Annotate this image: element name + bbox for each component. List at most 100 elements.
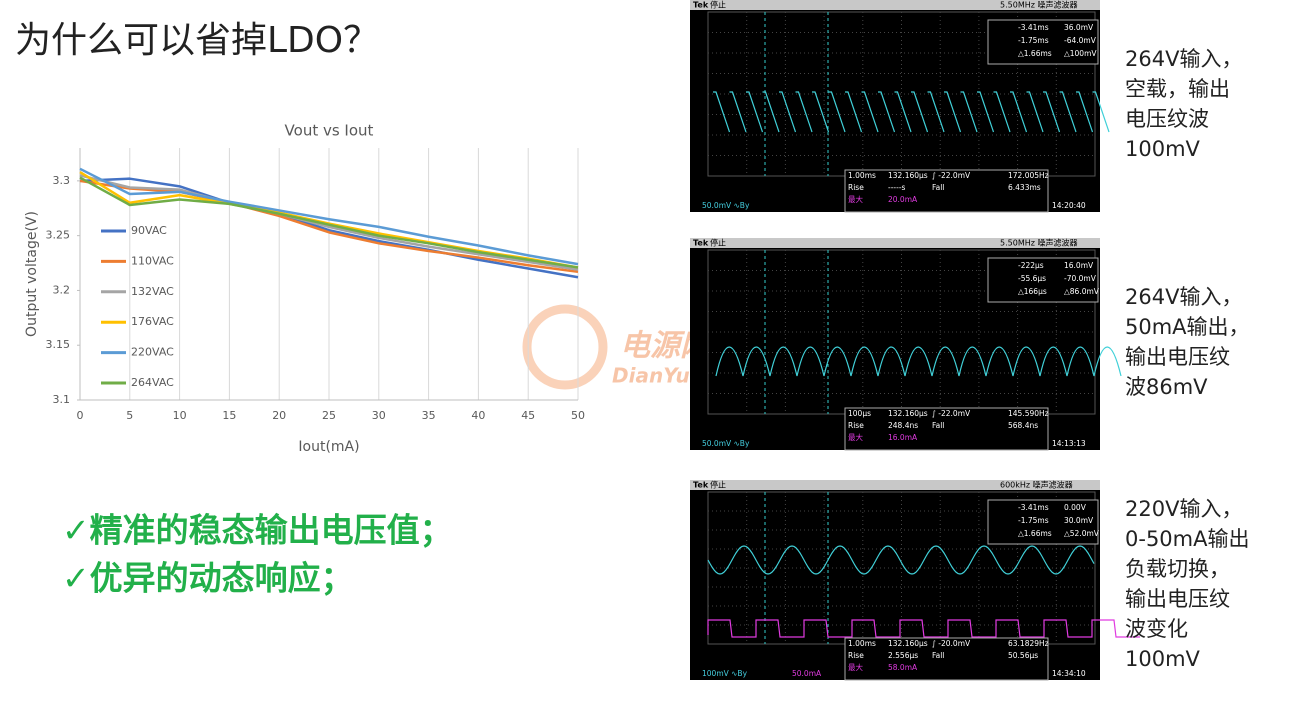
x-tick-label: 50 [571,409,585,422]
scope-readout: 最大 [848,662,863,672]
chart-title: Vout vs Iout [285,122,374,140]
scope-readout: Fall [932,421,944,430]
scope-channel: 50.0mV ∿By [702,201,750,210]
scope-cursor-value: -55.6μs [1018,274,1046,283]
x-tick-label: 15 [222,409,236,422]
x-tick-label: 30 [372,409,386,422]
watermark-logo [522,304,608,390]
y-tick-label: 3.15 [46,338,71,351]
scope-cursor-value: 0.00V [1064,503,1087,512]
scope-cursor-value: △52.0mV [1064,529,1100,538]
scope-readout: 172.005Hz [1008,171,1049,180]
y-tick-label: 3.1 [53,393,71,406]
scope-cursor-value: △1.66ms [1018,49,1052,58]
scope-caption: 100mV [1125,647,1201,671]
bullet: ✓精准的稳态输出电压值； [62,511,453,550]
scope-readout: Rise [848,421,864,430]
scope-brand: Tek [693,481,709,490]
scope-topbar [690,480,1100,490]
scope-readout: Rise [848,183,864,192]
scope-cursor-box [987,19,1099,65]
scope-cursor-value: 36.0mV [1064,23,1094,32]
scope-cursor-value: -3.41ms [1018,503,1049,512]
scope-readout: Fall [932,651,944,660]
scope-screenshot: Tek 停止 5.50MHz 噪声滤波器 -3.41ms 36.0mV -1.75ms -6… [690,0,1110,213]
scope-cursor-box [987,499,1099,545]
scope-readout: 100μs [848,409,871,418]
legend-label: 90VAC [131,224,167,237]
scope-caption: 100mV [1125,137,1201,161]
scope-readout: 20.0mA [888,195,918,204]
scope-cursor-value: △100mV [1064,49,1097,58]
scope-time: 14:20:40 [1052,201,1086,210]
y-tick-label: 3.25 [46,229,71,242]
legend-label: 110VAC [131,254,174,267]
scope-screenshot: Tek 停止 600kHz 噪声滤波器 -3.41ms 0.00V -1.75ms 30.0… [690,480,1140,681]
x-tick-label: 5 [126,409,133,422]
scope-trace-current [707,619,1140,638]
scope-caption: 264V输入， [1125,47,1242,71]
scope-brand: Tek [693,1,709,10]
scope-readout: 2.556μs [888,651,918,660]
slide-title: 为什么可以省掉LDO？ [15,20,379,61]
scope-readout: 568.4ns [1008,421,1038,430]
scope-trace-voltage [713,91,1110,133]
scope-readout: ∫ -22.0mV [932,171,971,180]
series-line [79,174,579,271]
scope-caption: 264V输入， [1125,285,1242,309]
scope-caption: 空载，输出 [1125,77,1230,101]
scope-readout: 最大 [848,432,863,442]
scope-readout: -----s [888,183,906,192]
scope-cursor-value: △86.0mV [1064,287,1100,296]
scope-readout: 最大 [848,194,863,204]
scope-state: 停止 [710,238,726,248]
scope-caption: 电压纹波 [1125,107,1209,131]
scope-state: 停止 [710,0,726,10]
scope-readout: 132.160μs [888,171,928,180]
x-tick-label: 40 [471,409,485,422]
series-line [79,176,579,269]
scope-readout: 16.0mA [888,433,918,442]
scope-cursor-value: △1.66ms [1018,529,1052,538]
scope-filter: 5.50MHz 噪声滤波器 [1000,238,1077,248]
legend-label: 176VAC [131,315,174,328]
scope-cursor-value: -1.75ms [1018,36,1049,45]
scope-channel: 100mV ∿By [702,669,748,678]
scope-topbar [690,0,1100,10]
scope-caption: 输出电压纹 [1125,345,1230,369]
scope-cursor-value: △166μs [1018,287,1047,296]
scope-readout: ∫ -22.0mV [932,409,971,418]
scope-readout-box [844,169,1049,213]
legend-label: 132VAC [131,285,174,298]
series-line [79,167,579,266]
scope-readout: 6.433ms [1008,183,1041,192]
scope-filter: 600kHz 噪声滤波器 [1000,480,1073,490]
scope-readout-box [844,637,1049,681]
y-tick-label: 3.3 [53,174,71,187]
y-axis-label: Output voltage(V) [24,211,40,337]
scope-caption: 波86mV [1125,375,1208,399]
series-line [79,179,579,274]
scope-channel: 50.0mA [792,669,822,678]
series-line [79,177,579,279]
scope-time: 14:13:13 [1052,439,1086,448]
scope-cursor-value: -222μs [1018,261,1044,270]
scope-caption: 220V输入， [1125,497,1242,521]
scope-caption: 负载切换， [1125,557,1230,581]
legend-label: 264VAC [131,376,174,389]
scope-trace-voltage [715,346,1122,377]
x-tick-label: 20 [272,409,286,422]
scope-readout: 1.00ms [848,171,876,180]
scope-readout: Fall [932,183,944,192]
scope-caption: 0-50mA输出 [1125,527,1249,551]
scope-readout: 132.160μs [888,639,928,648]
scope-caption: 输出电压纹 [1125,587,1230,611]
scope-readout: 132.160μs [888,409,928,418]
scope-brand: Tek [693,239,709,248]
scope-channel: 50.0mV ∿By [702,439,750,448]
scope-cursor-box [987,257,1099,303]
legend-label: 220VAC [131,346,174,359]
scope-trace-voltage [707,545,1095,575]
